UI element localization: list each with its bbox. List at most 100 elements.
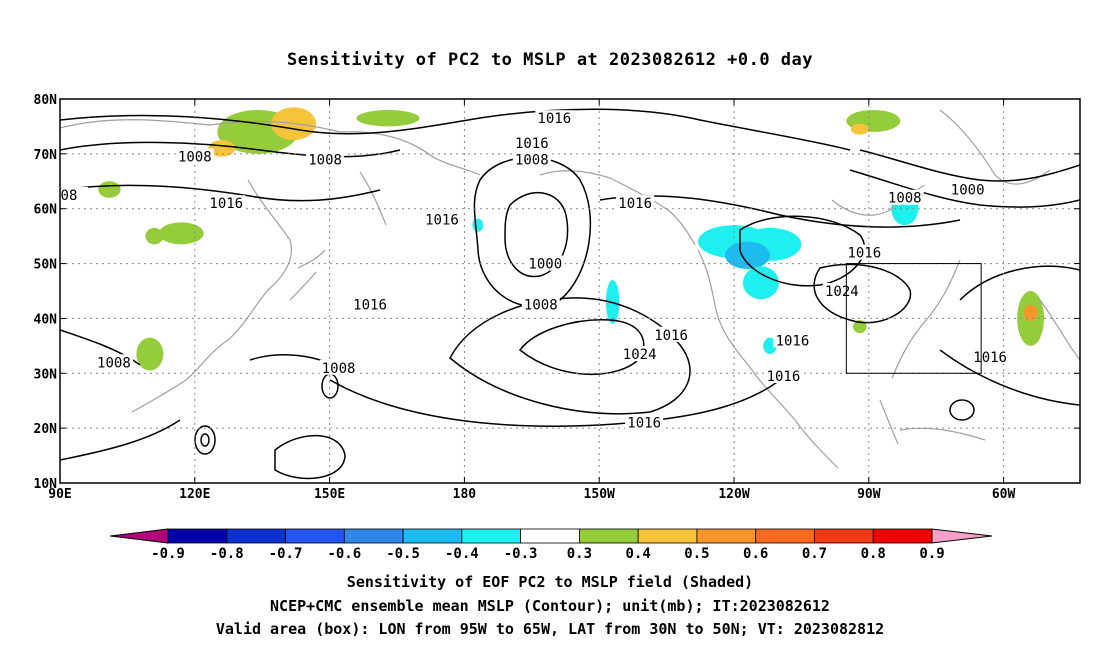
contour-label-bg [175, 148, 214, 164]
caption-line-3: Valid area (box): LON from 95W to 65W, L… [215, 620, 885, 638]
contour-label-bg [512, 151, 551, 167]
x-tick-label: 150E [314, 487, 345, 502]
shading-layer [98, 107, 1045, 504]
contour-label: 1016 [425, 213, 459, 229]
colorbar-label: 0.3 [567, 546, 592, 562]
contour-label: 1008 [308, 152, 342, 168]
contour-label-bg [845, 244, 884, 260]
contour-label-bg [620, 346, 659, 362]
colorbar-label: -0.5 [386, 546, 420, 562]
contour-label: 1000 [528, 257, 562, 273]
contour-label: 1000 [951, 183, 985, 199]
contour-1016-sea [60, 419, 181, 461]
colorbar-label: -0.8 [210, 546, 244, 562]
colorbar-segment [343, 528, 404, 544]
contour-label-bg [521, 296, 560, 312]
coastline-kamchatka [359, 171, 387, 226]
colorbar-label: -0.6 [327, 546, 361, 562]
contour-label: 1008 [178, 150, 212, 166]
x-tick-label: 120W [718, 487, 749, 502]
sensitivity-patch [145, 227, 164, 245]
contour-label: 1016 [627, 416, 661, 432]
colorbar-segment [461, 528, 522, 544]
valid-area-box [845, 263, 982, 374]
sensitivity-patch [158, 222, 204, 245]
coastline-na-west [697, 249, 839, 469]
contour-label: 1016 [618, 196, 652, 212]
colorbar-segment [226, 528, 286, 544]
contour-1008-asia [60, 141, 401, 158]
coastline-asia-north [60, 119, 481, 176]
contour-1008-sasia [60, 329, 141, 366]
coastline-florida [879, 399, 899, 445]
y-tick-label: 70N [34, 148, 58, 163]
sensitivity-patch [742, 266, 779, 300]
x-tick-label: 180 [453, 487, 477, 502]
colorbar-label: 0.8 [861, 546, 886, 562]
contour-1016-asia [60, 184, 381, 202]
contour-1016-north [60, 108, 851, 151]
contour-label: 1024 [623, 347, 657, 363]
x-tick-label: 120E [179, 487, 210, 502]
y-axis: 10N 20N 30N 40N 50N 60N 70N 80N [34, 93, 1080, 492]
contour-label-bg [885, 189, 924, 205]
colorbar-label: 0.4 [626, 546, 651, 562]
colorbar-label: 0.6 [743, 546, 768, 562]
contour-label-bg [652, 326, 691, 342]
contour-label-bg [422, 211, 461, 227]
x-tick-label: 150W [584, 487, 615, 502]
colorbar-label: -0.9 [151, 546, 185, 562]
contour-1024-na-high [813, 263, 912, 324]
contour-label-bg [535, 110, 574, 126]
contour-layer [60, 108, 1080, 480]
colorbar-segment [814, 528, 874, 544]
sensitivity-patch [1023, 304, 1038, 322]
contour-label: 1016 [767, 369, 801, 385]
sensitivity-patch [98, 181, 121, 198]
contour-high-wpac-south [274, 434, 346, 480]
y-tick-label: 30N [34, 367, 58, 382]
x-tick-label: 60W [992, 487, 1016, 502]
contour-label: 1016 [515, 136, 549, 152]
y-tick-label: 80N [34, 93, 58, 108]
sensitivity-patch [208, 140, 236, 157]
contour-1008-arctic [849, 169, 1080, 208]
contour-label-bg [616, 195, 655, 211]
sensitivity-patch [763, 337, 777, 355]
contour-1000-arctic [859, 149, 1080, 182]
contour-label-bg [773, 332, 812, 348]
colorbar-segment [872, 528, 933, 544]
chart-title: Sensitivity of PC2 to MSLP at 2023082612… [286, 50, 813, 70]
coastline-japan [289, 249, 326, 301]
colorbar-label: -0.7 [269, 546, 303, 562]
contour-label-bg [625, 414, 664, 430]
contour-label: 1008 [322, 361, 356, 377]
contour-label: 1016 [353, 298, 387, 314]
contour-label: 1016 [776, 333, 810, 349]
colorbar-label: 0.7 [802, 546, 827, 562]
plot-frame [59, 98, 1081, 484]
y-tick-label: 60N [34, 203, 58, 218]
contour-label-bg [971, 348, 1010, 364]
colorbar-segment [167, 528, 228, 544]
colorbar-segment [285, 528, 345, 544]
contour-label: 1008 [888, 191, 922, 207]
caption-line-1: Sensitivity of EOF PC2 to MSLP field (Sh… [346, 573, 754, 591]
contour-label: 1008 [524, 298, 558, 314]
contour-low-pacific [473, 156, 592, 307]
contour-atlantic-high-2 [939, 349, 1080, 406]
colorbar-segment [755, 528, 815, 544]
sensitivity-patch [472, 218, 484, 232]
contour-label-bg [764, 368, 803, 384]
sensitivity-patch [783, 488, 803, 504]
y-tick-label: 50N [34, 258, 58, 273]
colorbar-label: -0.3 [504, 546, 538, 562]
contour-label-bg [948, 181, 987, 197]
coastline-europe [1039, 299, 1080, 361]
contour-1024-high [518, 319, 645, 375]
coastline-greenland [939, 109, 1051, 185]
contour-label: 1016 [209, 196, 243, 212]
sensitivity-patch [136, 337, 164, 371]
